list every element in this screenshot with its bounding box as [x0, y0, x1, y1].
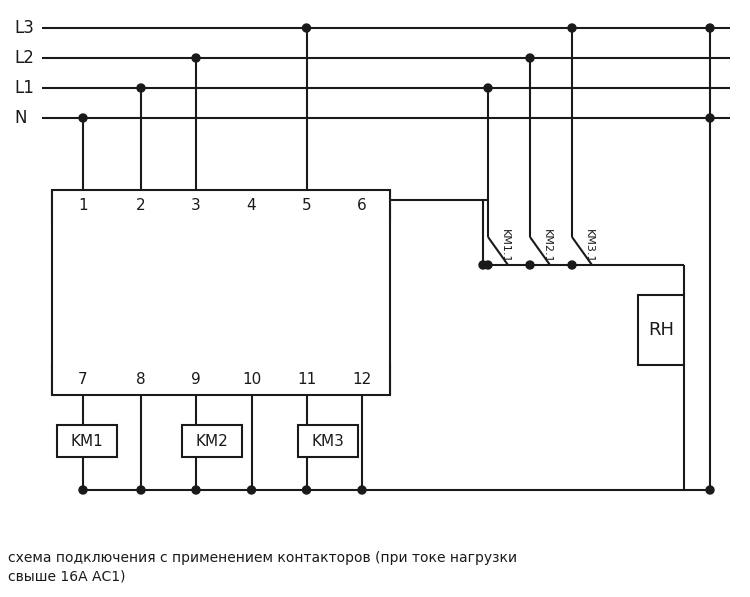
- Text: KM2: KM2: [196, 433, 228, 448]
- Bar: [638, 295, 684, 365]
- Text: 4: 4: [247, 198, 256, 214]
- Bar: [52, 190, 390, 395]
- Text: L2: L2: [14, 49, 34, 67]
- Text: 12: 12: [352, 371, 372, 386]
- Text: 2: 2: [136, 198, 146, 214]
- Circle shape: [706, 114, 714, 122]
- Circle shape: [479, 261, 487, 269]
- Bar: [298, 425, 358, 457]
- Text: 10: 10: [242, 371, 261, 386]
- Circle shape: [526, 261, 534, 269]
- Text: схема подключения с применением контакторов (при токе нагрузки: схема подключения с применением контакто…: [8, 551, 518, 565]
- Circle shape: [137, 84, 145, 92]
- Text: KM1.1: KM1.1: [500, 229, 510, 263]
- Circle shape: [192, 486, 200, 494]
- Circle shape: [248, 486, 256, 494]
- Circle shape: [484, 261, 492, 269]
- Circle shape: [706, 486, 714, 494]
- Text: 6: 6: [357, 198, 367, 214]
- Text: KM3: KM3: [311, 433, 344, 448]
- Text: KM1: KM1: [70, 433, 104, 448]
- Circle shape: [79, 114, 87, 122]
- Text: 1: 1: [78, 198, 88, 214]
- Text: L1: L1: [14, 79, 34, 97]
- Circle shape: [568, 261, 576, 269]
- Text: 8: 8: [136, 371, 146, 386]
- Bar: [182, 425, 242, 457]
- Text: 9: 9: [191, 371, 201, 386]
- Text: 5: 5: [302, 198, 311, 214]
- Circle shape: [484, 84, 492, 92]
- Text: KM3.1: KM3.1: [584, 229, 594, 263]
- Circle shape: [302, 24, 310, 32]
- Circle shape: [302, 486, 310, 494]
- Circle shape: [568, 24, 576, 32]
- Text: 3: 3: [191, 198, 201, 214]
- Text: 7: 7: [78, 371, 88, 386]
- Text: 11: 11: [297, 371, 316, 386]
- Text: L3: L3: [14, 19, 34, 37]
- Circle shape: [706, 24, 714, 32]
- Text: свыше 16А АС1): свыше 16А АС1): [8, 569, 125, 583]
- Text: RH: RH: [648, 321, 674, 339]
- Circle shape: [526, 54, 534, 62]
- Circle shape: [79, 486, 87, 494]
- Circle shape: [192, 54, 200, 62]
- Circle shape: [137, 486, 145, 494]
- Text: N: N: [14, 109, 26, 127]
- Bar: [57, 425, 117, 457]
- Circle shape: [358, 486, 366, 494]
- Text: KM2.1: KM2.1: [542, 229, 552, 263]
